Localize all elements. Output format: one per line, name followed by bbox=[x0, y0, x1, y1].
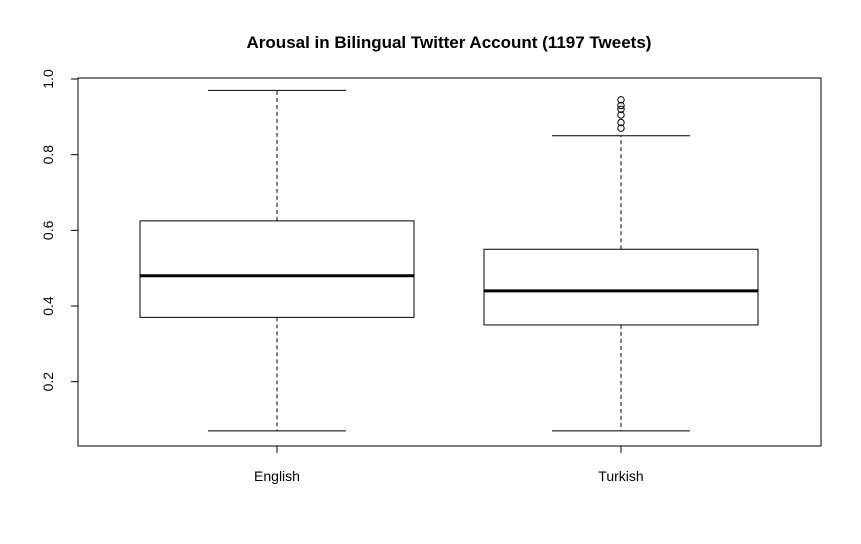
chart-title: Arousal in Bilingual Twitter Account (11… bbox=[247, 33, 652, 52]
x-axis: English Turkish bbox=[254, 446, 644, 484]
box-turkish bbox=[483, 96, 759, 432]
outlier-point bbox=[617, 111, 625, 119]
y-tick-label: 1.0 bbox=[40, 69, 56, 89]
x-tick-label: English bbox=[254, 468, 300, 484]
outlier-point bbox=[617, 105, 625, 113]
y-tick-label: 0.8 bbox=[40, 145, 56, 165]
box-english bbox=[139, 89, 415, 432]
boxes bbox=[139, 89, 759, 432]
outlier-point bbox=[617, 96, 625, 104]
iqr-box bbox=[139, 220, 415, 318]
x-tick-label: Turkish bbox=[598, 468, 643, 484]
y-tick-label: 0.4 bbox=[40, 296, 56, 316]
outlier-point bbox=[617, 124, 625, 132]
y-tick-label: 0.2 bbox=[40, 372, 56, 392]
y-axis: 0.2 0.4 0.6 0.8 1.0 bbox=[40, 69, 79, 392]
outlier-point bbox=[617, 101, 625, 110]
iqr-box bbox=[483, 248, 759, 326]
outlier-point bbox=[617, 118, 625, 127]
y-tick-label: 0.6 bbox=[40, 220, 56, 240]
